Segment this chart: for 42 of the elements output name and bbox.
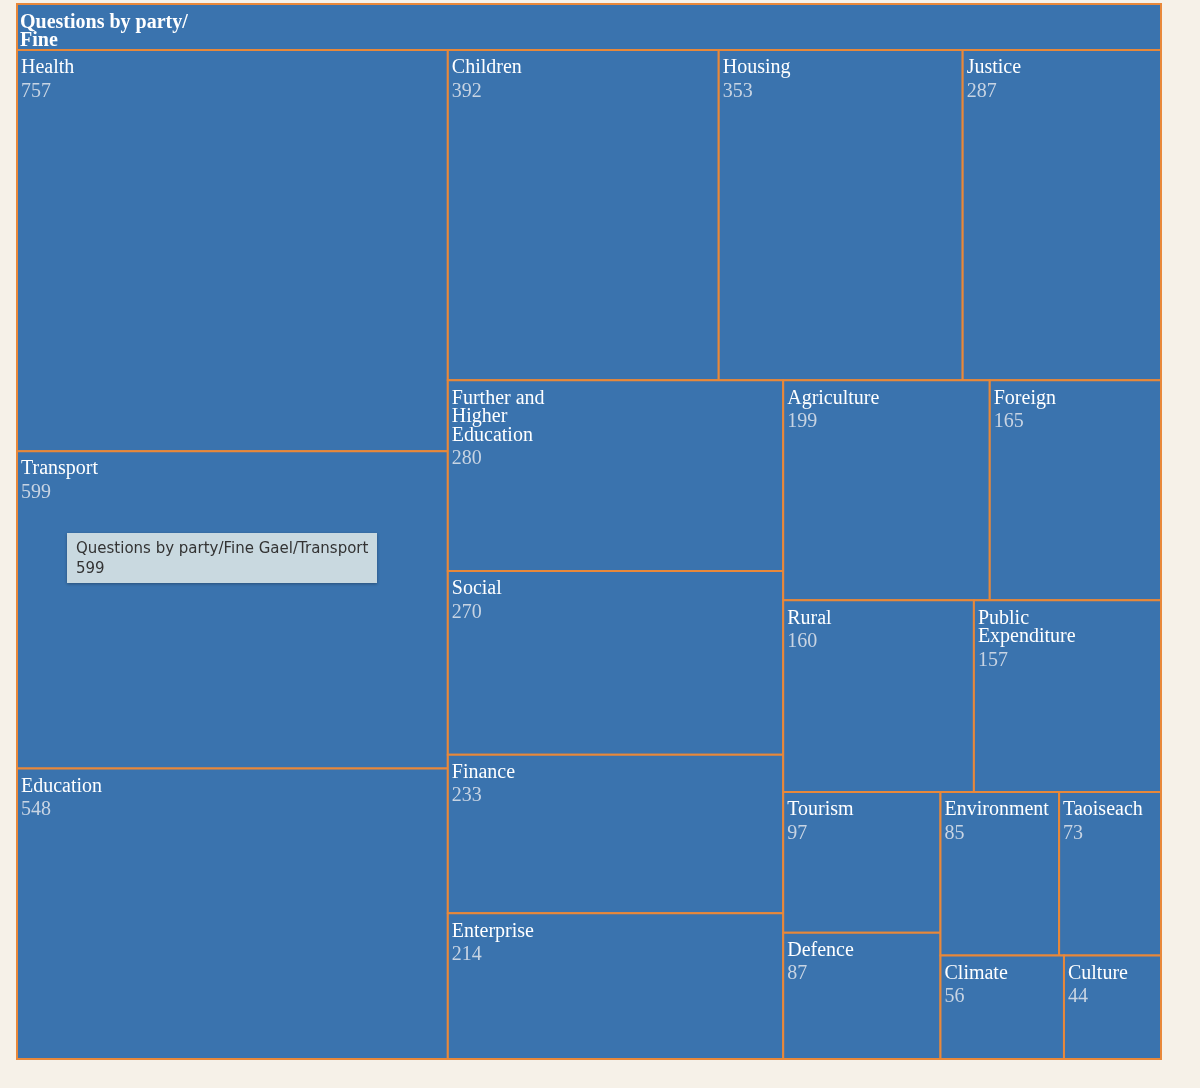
data-label: 44 [1067,984,1088,1007]
category-label: Defence [787,937,854,960]
data-label: 56 [944,984,965,1007]
category-label: Housing [722,55,791,79]
category-label: Health [21,55,75,78]
category-label: Education [21,773,103,796]
category-label: Rural [787,605,833,628]
data-label: 73 [1063,820,1084,843]
category-label: Tourism [787,797,855,820]
category-label: Agriculture [787,385,880,409]
data-label: 233 [451,783,482,806]
category-label: Culture [1067,960,1129,983]
data-label: 280 [451,446,482,469]
text: Questions by party/Fine Gael/Transport 599 [67,533,378,584]
data-label: 199 [787,409,818,432]
data-label: 353 [722,78,753,101]
category-label: Finance [451,759,516,782]
text: Questions by party/ Fine [20,10,189,51]
data-label: 599 [21,479,51,502]
data-label: 160 [787,629,818,652]
category-label: Environment [944,797,1050,820]
category-label: Enterprise [451,918,535,942]
category-label: Climate [944,960,1008,983]
data-label: 548 [21,797,51,820]
data-label: 165 [993,409,1024,432]
category-label: Taoiseach [1063,797,1143,820]
data-label: 157 [977,647,1008,670]
category-label: Further and Higher Education [451,385,545,445]
data-label: 757 [21,78,51,101]
data-label: 97 [787,820,808,843]
data-label: 270 [451,599,482,622]
category-label: Children [451,55,522,78]
category-label: Transport [21,456,99,480]
data-label: 287 [966,78,997,101]
category-label: Public Expenditure [977,605,1076,648]
category-label: Social [451,576,503,599]
data-label: 85 [944,820,965,843]
data-label: 392 [451,78,482,101]
category-label: Foreign [993,385,1056,409]
data-label: 87 [787,961,808,984]
category-label: Justice [966,55,1022,78]
data-label: 214 [451,942,482,965]
